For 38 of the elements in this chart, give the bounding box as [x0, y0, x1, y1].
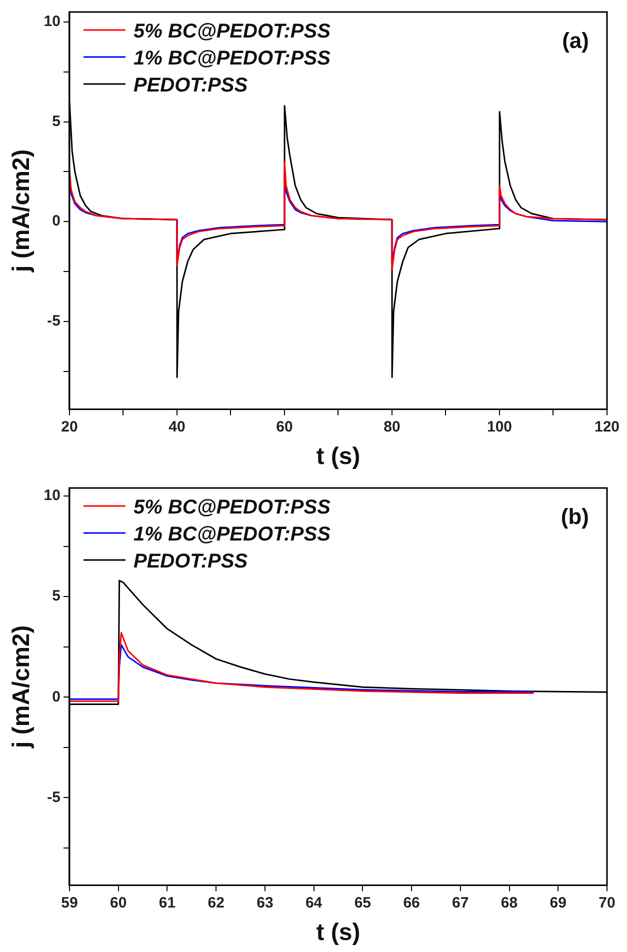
legend-label: 5% BC@PEDOT:PSS	[133, 496, 332, 519]
x-axis-title: t (s)	[316, 919, 360, 946]
x-tick-label: 63	[256, 894, 274, 912]
x-tick-label: 40	[168, 418, 186, 436]
x-tick-label: 20	[61, 418, 78, 436]
y-axis-title: j (mA/cm2)	[8, 625, 36, 749]
x-tick-label: 62	[208, 894, 224, 912]
annotation: (b)	[560, 504, 589, 530]
x-tick-label: 61	[158, 894, 176, 912]
y-tick-label: 10	[44, 487, 60, 504]
x-tick-label: 67	[452, 894, 469, 912]
x-tick-label: 70	[598, 894, 616, 912]
x-tick-label: 68	[500, 894, 518, 912]
annotation: (a)	[562, 28, 589, 54]
y-tick-label: 0	[52, 688, 60, 706]
x-tick-label: 120	[594, 418, 620, 436]
legend-label: 1% BC@PEDOT:PSS	[133, 524, 332, 546]
x-tick-label: 69	[550, 894, 566, 912]
x-tick-label: 100	[486, 418, 512, 436]
x-tick-label: 60	[276, 418, 293, 436]
legend-label: 5% BC@PEDOT:PSS	[133, 20, 332, 43]
x-tick-label: 65	[354, 894, 372, 912]
x-tick-label: 64	[305, 894, 323, 912]
y-tick-label: 10	[44, 13, 60, 30]
legend-label: PEDOT:PSS	[133, 550, 248, 573]
legend-label: 1% BC@PEDOT:PSS	[133, 48, 332, 70]
y-tick-label: -5	[47, 788, 60, 806]
x-tick-label: 80	[384, 418, 400, 436]
y-tick-label: 0	[52, 212, 60, 230]
y-tick-label: -5	[47, 312, 60, 330]
x-tick-label: 60	[110, 894, 127, 912]
y-axis-title: j (mA/cm2)	[8, 149, 36, 273]
y-tick-label: 5	[52, 112, 60, 130]
y-tick-label: 5	[52, 588, 60, 605]
x-tick-label: 59	[61, 894, 78, 912]
x-axis-title: t (s)	[316, 443, 360, 470]
legend-label: PEDOT:PSS	[133, 74, 248, 97]
x-tick-label: 66	[403, 894, 420, 912]
